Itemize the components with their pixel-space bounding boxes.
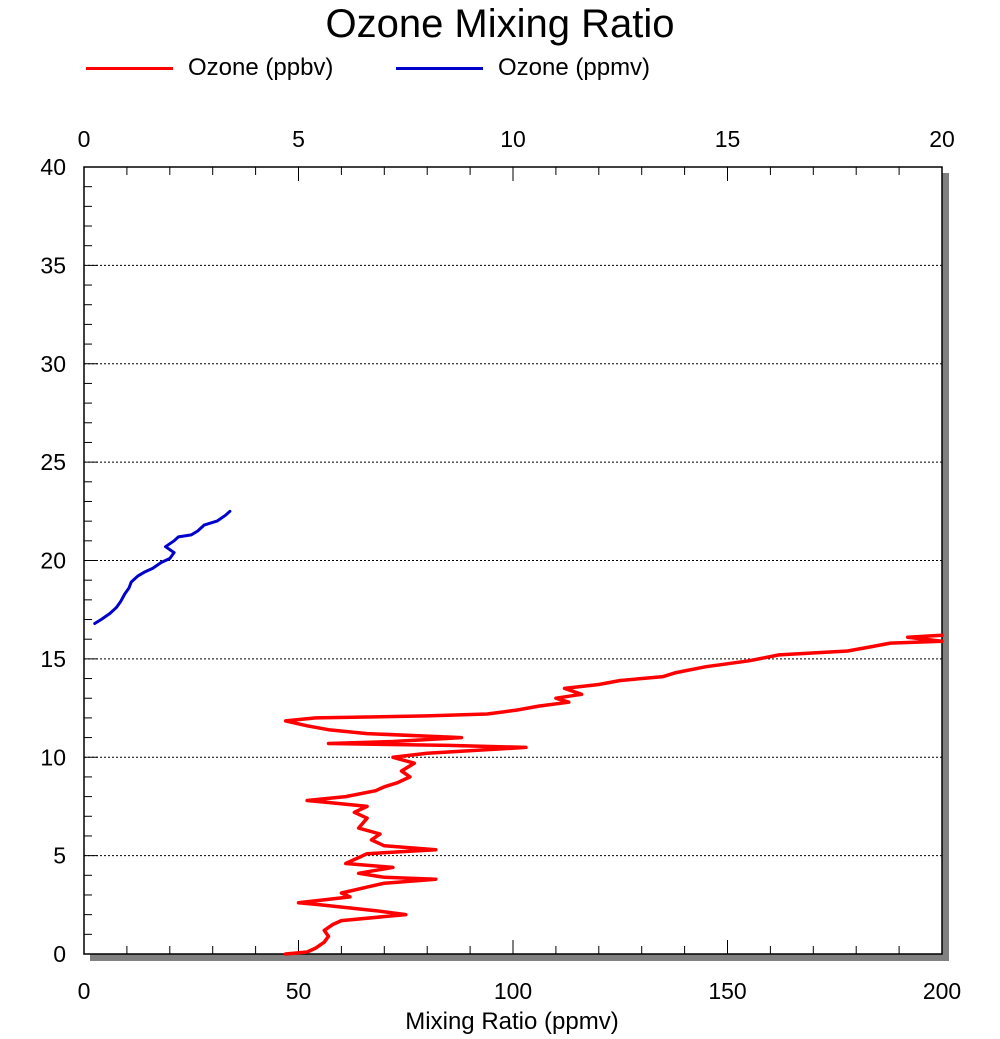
x-top-tick-label: 15 bbox=[715, 126, 741, 152]
x-bottom-tick-label: 150 bbox=[708, 978, 746, 1004]
legend-label-ozone-ppbv: Ozone (ppbv) bbox=[188, 54, 334, 81]
plot-shadow-right bbox=[942, 173, 949, 961]
legend-swatch-ozone-ppmv bbox=[396, 67, 483, 70]
legend-label-ozone-ppmv: Ozone (ppmv) bbox=[498, 54, 651, 81]
x-bottom-tick-label: 200 bbox=[923, 978, 961, 1004]
y-tick-label: 20 bbox=[40, 548, 66, 574]
y-tick-label: 40 bbox=[40, 154, 66, 180]
x-axis-label: Mixing Ratio (ppmv) bbox=[405, 1008, 619, 1035]
legend-swatch-ozone-ppbv bbox=[86, 67, 173, 70]
y-tick-label: 0 bbox=[53, 941, 66, 967]
x-bottom-tick-label: 100 bbox=[494, 978, 532, 1004]
chart-title: Ozone Mixing Ratio bbox=[325, 2, 675, 46]
y-tick-label: 25 bbox=[40, 449, 66, 475]
y-tick-label: 5 bbox=[53, 843, 66, 869]
x-top-tick-label: 10 bbox=[500, 126, 526, 152]
plot-shadow-bottom bbox=[90, 954, 949, 961]
x-bottom-tick-label: 0 bbox=[78, 978, 91, 1004]
y-tick-label: 15 bbox=[40, 646, 66, 672]
plot-frame bbox=[83, 166, 943, 955]
x-bottom-tick-label: 50 bbox=[286, 978, 312, 1004]
x-top-tick-label: 0 bbox=[78, 126, 91, 152]
series-line-ozone-ppbv bbox=[283, 633, 944, 956]
x-top-tick-label: 20 bbox=[929, 126, 955, 152]
y-tick-label: 30 bbox=[40, 351, 66, 377]
x-top-tick-label: 5 bbox=[292, 126, 305, 152]
y-tick-label: 10 bbox=[40, 744, 66, 770]
y-tick-label: 35 bbox=[40, 252, 66, 278]
series-line-ozone-ppmv bbox=[93, 509, 232, 625]
